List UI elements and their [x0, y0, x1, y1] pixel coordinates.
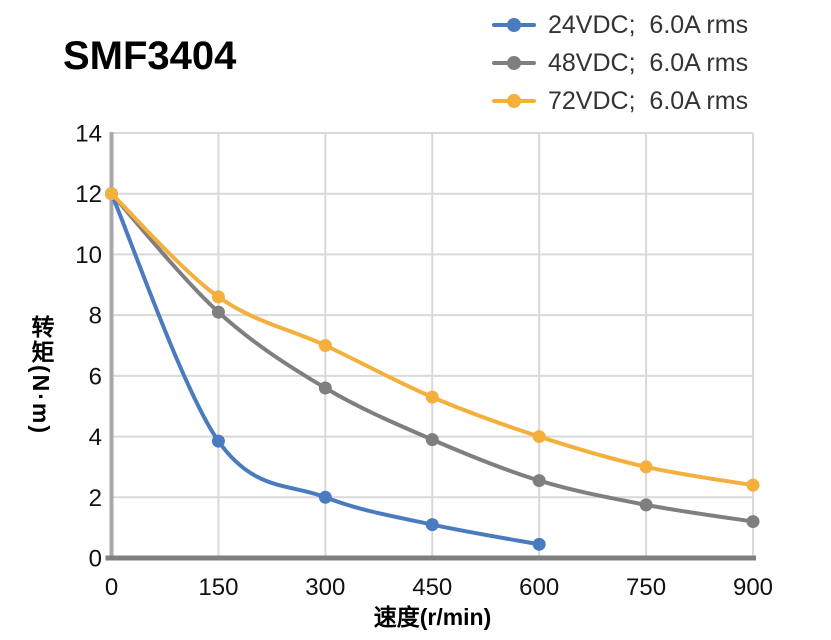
legend: 24VDC; 6.0A rms 48VDC; 6.0A rms 72VDC; 6.0…: [492, 6, 748, 120]
x-tick-label: 0: [105, 574, 118, 601]
legend-marker-icon: [492, 18, 536, 32]
y-tick-label: 12: [75, 181, 102, 208]
x-tick-label: 450: [412, 574, 452, 601]
y-tick-label: 2: [89, 485, 102, 512]
data-point-marker: [532, 430, 546, 444]
y-axis-title: 转矩(N·m): [28, 314, 54, 436]
data-point-marker: [425, 390, 439, 404]
legend-label: 72VDC; 6.0A rms: [548, 86, 749, 115]
data-point-marker: [211, 290, 225, 304]
legend-dot-icon: [507, 56, 521, 70]
y-tick-label: 6: [89, 363, 102, 390]
data-point-marker: [318, 339, 332, 352]
legend-marker-icon: [492, 94, 536, 108]
legend-item: 48VDC; 6.0A rms: [492, 44, 748, 82]
legend-dot-icon: [507, 18, 521, 32]
y-tick-label: 0: [89, 546, 102, 573]
legend-label: 24VDC; 6.0A rms: [548, 10, 749, 39]
data-point-marker: [425, 518, 439, 532]
data-point-marker: [639, 498, 653, 512]
data-point-marker: [318, 381, 332, 395]
x-axis-title: 速度(r/min): [373, 604, 492, 630]
x-tick-label: 900: [733, 574, 773, 601]
data-point-marker: [211, 305, 225, 319]
data-point-marker: [532, 537, 546, 551]
x-tick-label: 600: [519, 574, 559, 601]
y-tick-label: 10: [75, 242, 102, 269]
y-tick-label: 8: [89, 303, 102, 330]
data-point-marker: [746, 515, 760, 529]
x-tick-label: 150: [198, 574, 238, 601]
y-tick-label: 4: [89, 424, 102, 451]
legend-item: 24VDC; 6.0A rms: [492, 6, 748, 44]
series-line: [109, 191, 542, 547]
data-point-marker: [746, 478, 760, 492]
x-tick-label: 300: [305, 574, 345, 601]
x-tick-label: 750: [626, 574, 666, 601]
legend-dot-icon: [507, 94, 521, 108]
legend-item: 72VDC; 6.0A rms: [492, 82, 748, 120]
data-point-marker: [211, 434, 225, 448]
data-point-marker: [639, 460, 653, 474]
chart-title: SMF3404: [63, 34, 237, 78]
legend-label: 48VDC; 6.0A rms: [548, 48, 749, 77]
legend-marker-icon: [492, 56, 536, 70]
data-point-marker: [425, 433, 439, 447]
data-point-marker: [105, 187, 118, 201]
y-tick-label: 14: [75, 121, 102, 148]
data-point-marker: [532, 474, 546, 488]
data-point-marker: [318, 490, 332, 504]
